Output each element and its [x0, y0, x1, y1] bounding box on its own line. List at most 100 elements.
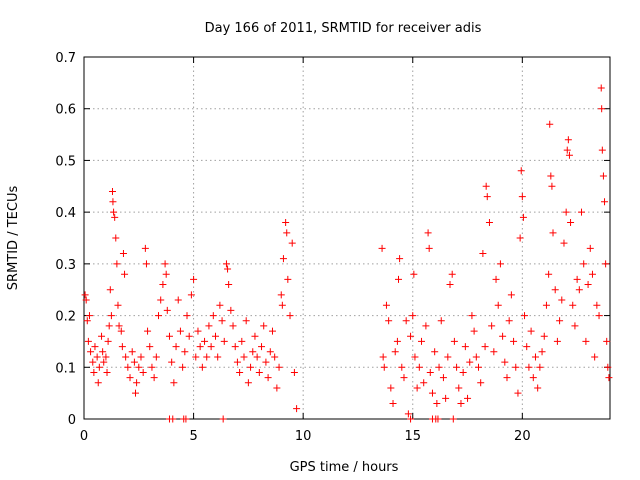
data-point	[124, 363, 132, 371]
data-point	[556, 317, 564, 325]
data-point	[475, 363, 482, 371]
data-point	[564, 136, 572, 144]
grid-lines	[84, 57, 610, 419]
data-point	[117, 327, 125, 335]
data-point	[216, 301, 224, 309]
data-point	[262, 358, 270, 366]
data-point	[114, 301, 122, 309]
data-point	[603, 337, 611, 345]
y-tick-label: 0.3	[55, 258, 76, 273]
data-point	[99, 348, 107, 356]
data-point	[382, 301, 390, 309]
data-point	[219, 415, 227, 423]
data-point	[128, 348, 136, 356]
data-point	[565, 151, 573, 159]
y-tick-label: 0.6	[55, 103, 76, 118]
data-point	[169, 415, 177, 423]
data-point	[449, 415, 457, 423]
data-point	[157, 296, 165, 304]
data-point	[258, 343, 266, 351]
data-point	[264, 374, 272, 382]
y-tick-label: 0.2	[55, 310, 76, 325]
data-point	[450, 337, 458, 345]
data-point	[527, 327, 535, 335]
data-point	[409, 312, 417, 320]
data-point	[229, 322, 237, 330]
data-point	[176, 327, 184, 335]
data-point	[582, 337, 590, 345]
data-point	[442, 394, 450, 402]
data-point	[488, 322, 496, 330]
data-point	[593, 301, 601, 309]
data-point	[83, 317, 91, 325]
x-tick-label: 20	[514, 429, 531, 444]
data-point	[431, 348, 439, 356]
data-point	[563, 146, 571, 154]
data-point	[586, 244, 594, 252]
data-point	[598, 146, 606, 154]
data-point	[410, 270, 418, 278]
data-point	[540, 332, 548, 340]
data-point	[82, 296, 90, 304]
data-point	[94, 379, 102, 387]
data-point	[468, 312, 476, 320]
data-point	[81, 291, 89, 299]
data-point	[385, 317, 393, 325]
data-point	[141, 244, 149, 252]
data-point	[163, 306, 171, 314]
data-point	[424, 229, 432, 237]
data-point	[115, 322, 123, 330]
data-point	[396, 255, 404, 263]
x-tick-label: 5	[189, 429, 197, 444]
data-point	[521, 312, 529, 320]
data-point	[130, 358, 138, 366]
data-point	[588, 270, 596, 278]
data-point	[126, 374, 134, 382]
data-point	[591, 353, 599, 361]
data-point	[477, 379, 485, 387]
data-point	[93, 353, 101, 361]
data-point	[137, 353, 145, 361]
data-point	[595, 312, 603, 320]
data-point	[159, 281, 167, 289]
data-point	[538, 348, 546, 356]
data-point	[395, 275, 403, 283]
x-tick-label: 0	[80, 429, 88, 444]
data-point	[597, 84, 605, 92]
y-tick-label: 0	[68, 413, 76, 428]
data-point	[182, 415, 190, 423]
data-point	[242, 317, 250, 325]
data-point	[108, 187, 116, 195]
data-point	[601, 198, 609, 206]
data-point	[107, 312, 115, 320]
y-tick-label: 0.7	[55, 51, 76, 66]
data-point	[249, 348, 257, 356]
data-point	[207, 343, 215, 351]
data-point	[411, 353, 419, 361]
data-point	[84, 337, 92, 345]
y-tick-label: 0.4	[55, 206, 76, 221]
data-point	[518, 193, 526, 201]
data-point	[85, 312, 93, 320]
data-point	[89, 358, 97, 366]
data-point	[505, 317, 513, 325]
data-point	[220, 337, 228, 345]
data-point	[283, 229, 291, 237]
data-point	[268, 327, 276, 335]
y-tick-label: 0.1	[55, 361, 76, 376]
data-point	[251, 332, 259, 340]
data-point	[236, 368, 244, 376]
data-point	[496, 260, 504, 268]
axis-ticks: 0 0.1 0.2 0.3 0.4 0.5 0.6 0.7 0 5 10 15 20	[55, 51, 610, 444]
data-point	[102, 353, 110, 361]
data-point	[459, 368, 467, 376]
data-point	[485, 218, 493, 226]
data-point	[109, 198, 117, 206]
data-point	[389, 399, 397, 407]
data-point	[435, 363, 443, 371]
data-point	[192, 353, 200, 361]
data-point	[558, 296, 566, 304]
data-point	[391, 348, 399, 356]
data-point	[111, 213, 119, 221]
